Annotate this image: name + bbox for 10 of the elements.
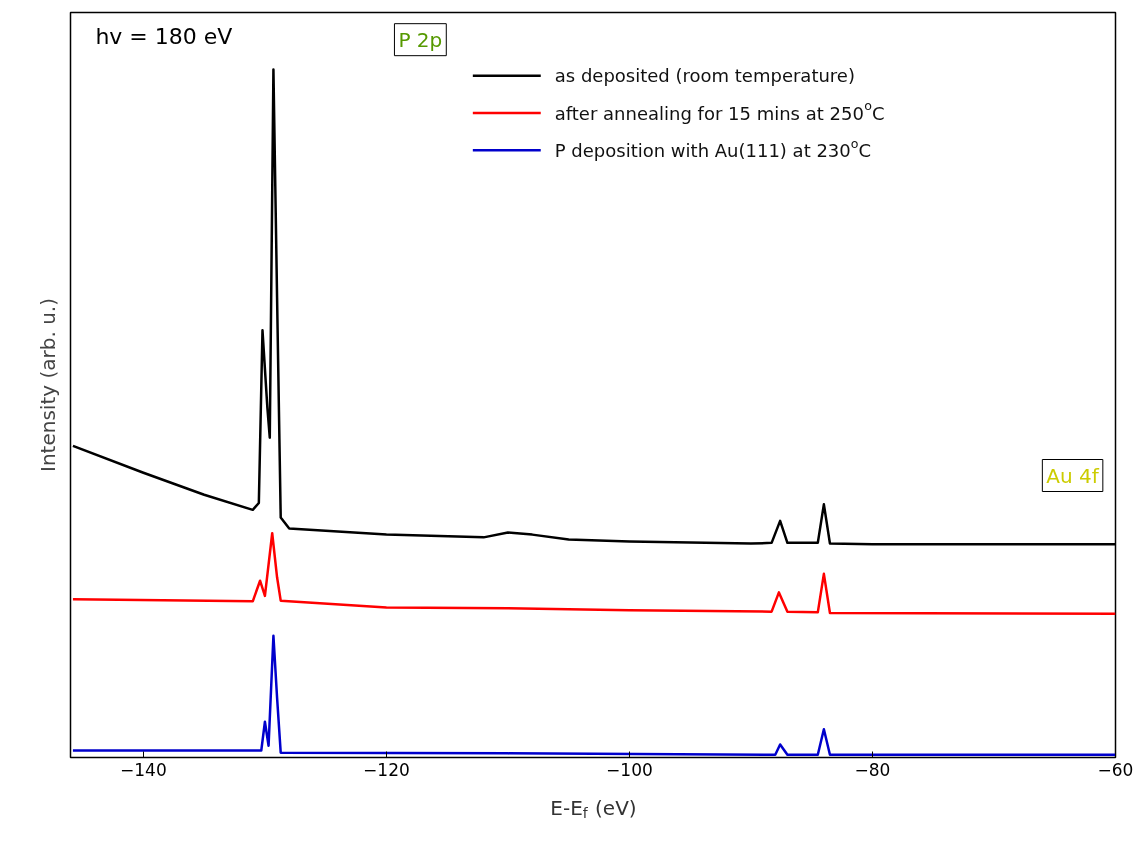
text: hv = 180 eV bbox=[95, 23, 233, 49]
legend-label: as deposited (room temperature) bbox=[554, 65, 855, 87]
x-tick-label: −80 bbox=[854, 759, 891, 780]
annotation: Au 4f bbox=[1046, 463, 1100, 488]
text: P 2p bbox=[398, 27, 443, 52]
x-tick-label: −120 bbox=[363, 759, 410, 780]
x-tick-label: −140 bbox=[120, 759, 167, 780]
y-axis-title: Intensity (arb. u.) bbox=[35, 298, 60, 472]
x-tick-label: −60 bbox=[1097, 759, 1134, 780]
x-tick-label: −100 bbox=[606, 759, 653, 780]
